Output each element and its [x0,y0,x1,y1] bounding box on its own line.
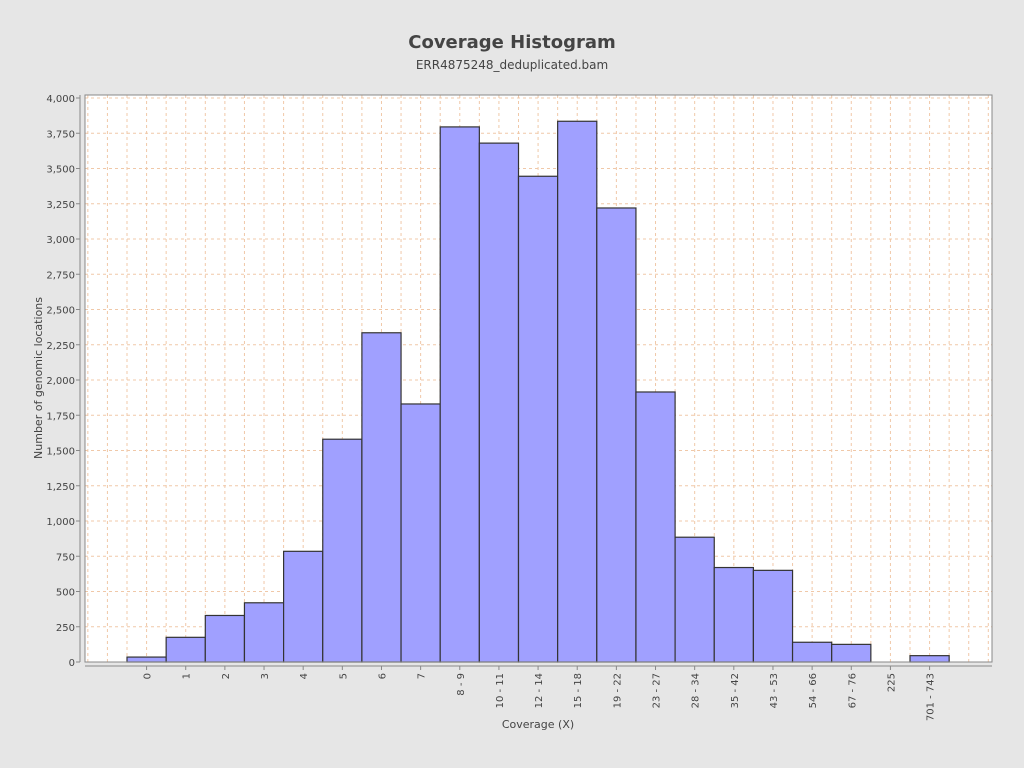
x-tick-label: 19 - 22 [612,673,623,708]
y-tick-label: 0 [69,658,75,669]
x-tick-label: 6 [377,673,388,679]
x-tick-label: 5 [338,673,349,679]
x-tick-label: 67 - 76 [847,673,858,708]
y-tick-label: 3,000 [46,235,75,246]
x-tick-label: 3 [260,673,271,679]
y-tick-label: 1,000 [46,517,75,528]
x-tick-label: 35 - 42 [730,673,741,708]
bars [126,120,950,663]
histogram-bar [400,403,441,663]
histogram-bar [752,569,794,663]
x-tick-label: 15 - 18 [573,673,584,708]
y-axis: 0 250 500 750 1,000 1,250 1,500 1,750 2,000 2,250… [46,94,81,669]
x-tick-label: 12 - 14 [534,673,545,708]
chart-title: Coverage Histogram [408,32,615,53]
y-tick-label: 2,000 [46,376,75,387]
y-tick-label: 250 [56,623,75,634]
y-tick-label: 2,500 [46,306,75,317]
x-axis: 0 1 2 3 4 5 6 7 8 - 9 10 - 11 12 - 14 15 - 18 19 - 2… [85,665,992,721]
y-tick-label: 3,250 [46,200,75,211]
y-tick-label: 1,750 [46,411,75,422]
y-tick-label: 1,500 [46,447,75,458]
x-axis-label: Coverage (X) [502,718,574,731]
x-tick-label: 2 [221,673,232,679]
histogram-bar [165,636,206,663]
x-tick-label: 701 - 743 [926,673,937,721]
histogram-bar [361,332,402,663]
x-tick-label: 23 - 27 [652,673,663,708]
plot-border [84,94,993,663]
histogram-bar [791,641,833,663]
y-tick-label: 750 [56,552,75,563]
y-tick-label: 3,500 [46,165,75,176]
x-tick-label: 54 - 66 [808,673,819,708]
histogram-bar [439,126,480,663]
y-tick-label: 500 [56,588,75,599]
histogram-bar [674,536,715,663]
histogram-bar [322,438,363,663]
x-tick-label: 4 [299,673,310,679]
histogram-bar [478,142,520,663]
histogram-bar [243,602,285,663]
histogram-bar [713,566,755,663]
histogram-bar [557,120,598,663]
y-tick-label: 2,250 [46,341,75,352]
y-tick-label: 2,750 [46,270,75,281]
histogram-bar [635,391,676,663]
x-tick-label: 225 [886,673,897,692]
y-tick-label: 3,750 [46,129,75,140]
y-tick-label: 1,250 [46,482,75,493]
x-tick-label: 0 [143,673,154,679]
y-axis-label: Number of genomic locations [32,297,45,459]
x-tick-label: 43 - 53 [769,673,780,708]
histogram-bar [831,643,872,663]
histogram-bar [283,550,324,663]
histogram-bar [909,655,950,663]
histogram-bar [204,614,246,663]
x-tick-label: 1 [182,673,193,679]
x-tick-label: 28 - 34 [691,673,702,708]
x-tick-label: 7 [417,673,428,679]
histogram-bar [126,656,167,663]
x-tick-label: 8 - 9 [456,673,467,696]
histogram-bar [596,207,637,663]
x-tick-label: 10 - 11 [495,673,506,708]
y-tick-label: 4,000 [46,94,75,105]
chart-subtitle: ERR4875248_deduplicated.bam [416,58,608,72]
histogram-bar [517,175,559,663]
